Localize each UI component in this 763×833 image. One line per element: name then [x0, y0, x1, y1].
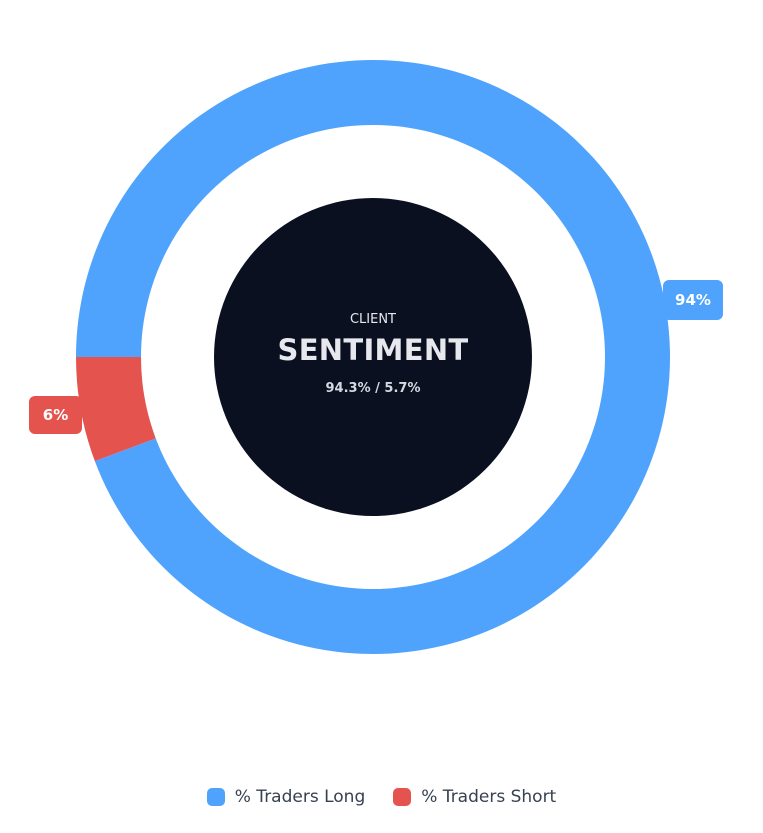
legend-swatch-long: [206, 788, 225, 806]
legend: % Traders Long % Traders Short: [0, 787, 763, 807]
legend-label-long: % Traders Long: [234, 787, 366, 807]
data-label-long: 94%: [663, 280, 723, 320]
center-circle: [214, 198, 532, 516]
center-title: SENTIMENT: [277, 333, 469, 367]
legend-label-short: % Traders Short: [421, 787, 557, 807]
center-subtitle: 94.3% / 5.7%: [325, 381, 421, 396]
legend-swatch-short: [393, 788, 412, 806]
legend-item-long[interactable]: % Traders Long: [206, 787, 366, 807]
data-label-short: 6%: [29, 396, 82, 434]
donut-slice-short[interactable]: [76, 357, 156, 462]
center-panel: CLIENT SENTIMENT 94.3% / 5.7%: [215, 199, 531, 515]
center-top-label: CLIENT: [349, 312, 397, 327]
legend-item-short[interactable]: % Traders Short: [393, 787, 556, 807]
